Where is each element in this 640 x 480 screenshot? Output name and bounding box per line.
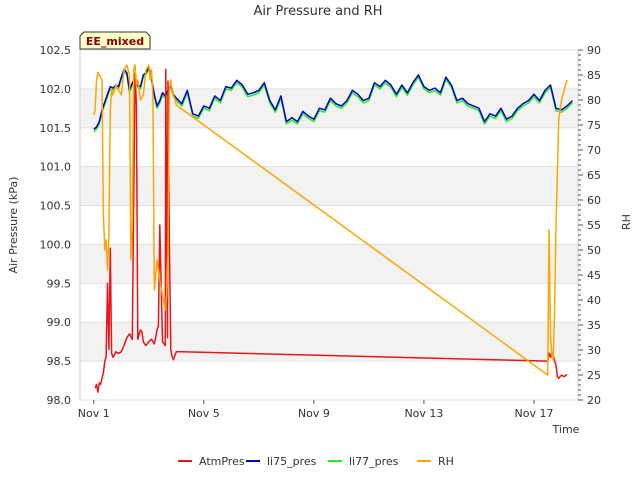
y-right-tick-label: 30 — [587, 344, 601, 357]
y-left-tick-label: 98.5 — [47, 355, 72, 368]
x-tick-label: Nov 1 — [78, 407, 110, 420]
y-left-tick-label: 98.0 — [47, 394, 72, 407]
series-line-li77-pres — [93, 68, 574, 133]
badge-label: EE_mixed — [86, 35, 144, 48]
series-line-rh — [93, 64, 568, 376]
badge-box — [79, 31, 151, 50]
y-left-tick-label: 100.5 — [40, 200, 72, 213]
y-left-tick-label: 99.5 — [47, 277, 72, 290]
y-axis-left-ticks: 98.0 98.5 99.0 99.5 100.0 100.5 101.0 101.5 102.… — [40, 44, 578, 407]
series-lines — [93, 64, 574, 393]
series-line-atmpres — [94, 68, 568, 393]
y-left-tick-label: 101.5 — [40, 122, 72, 135]
y-right-tick-label: 60 — [587, 194, 601, 207]
y-right-tick-label: 20 — [587, 394, 601, 407]
y-right-tick-label: 65 — [587, 169, 601, 182]
x-axis-ticks: Nov 1 Nov 5 Nov 9 Nov 13 Nov 17 — [78, 400, 553, 420]
y-right-tick-label: 85 — [587, 69, 601, 82]
y-right-tick-label: 80 — [587, 94, 601, 107]
x-tick-label: Nov 13 — [404, 407, 443, 420]
series-line-li75-pres — [93, 66, 574, 130]
y-right-tick-label: 50 — [587, 244, 601, 257]
chart-title: Air Pressure and RH — [253, 4, 382, 19]
y-left-tick-label: 99.0 — [47, 316, 72, 329]
legend: AtmPres li75_pres li77_pres RH — [178, 455, 454, 468]
y-left-tick-label: 102.0 — [40, 83, 72, 96]
y-axis-right-title: RH — [620, 214, 633, 230]
y-right-tick-label: 55 — [587, 219, 601, 232]
x-tick-label: Nov 17 — [514, 407, 553, 420]
x-tick-label: Nov 5 — [188, 407, 220, 420]
y-right-tick-label: 90 — [587, 44, 601, 57]
background-bands — [80, 88, 578, 362]
y-axis-right-ticks: 20 25 30 35 40 45 50 55 60 65 70 75 80 85 90 — [578, 44, 601, 407]
y-right-tick-label: 35 — [587, 319, 601, 332]
y-right-tick-label: 75 — [587, 119, 601, 132]
y-right-tick-label: 40 — [587, 294, 601, 307]
legend-label: AtmPres — [199, 455, 245, 468]
dataset-badge: EE_mixed — [79, 31, 151, 50]
y-right-tick-label: 45 — [587, 269, 601, 282]
y-axis-left-title: Air Pressure (kPa) — [7, 177, 20, 274]
band-2 — [80, 166, 578, 206]
y-left-tick-label: 100.0 — [40, 238, 72, 251]
legend-label: RH — [438, 455, 454, 468]
x-tick-label: Nov 9 — [298, 407, 330, 420]
x-axis-title: Time — [552, 423, 580, 436]
y-right-tick-label: 25 — [587, 369, 601, 382]
y-right-tick-label: 70 — [587, 144, 601, 157]
band-1 — [80, 244, 578, 284]
y-left-tick-label: 102.5 — [40, 44, 72, 57]
legend-label: li75_pres — [267, 455, 317, 468]
y-left-tick-label: 101.0 — [40, 161, 72, 174]
legend-label: li77_pres — [349, 455, 399, 468]
